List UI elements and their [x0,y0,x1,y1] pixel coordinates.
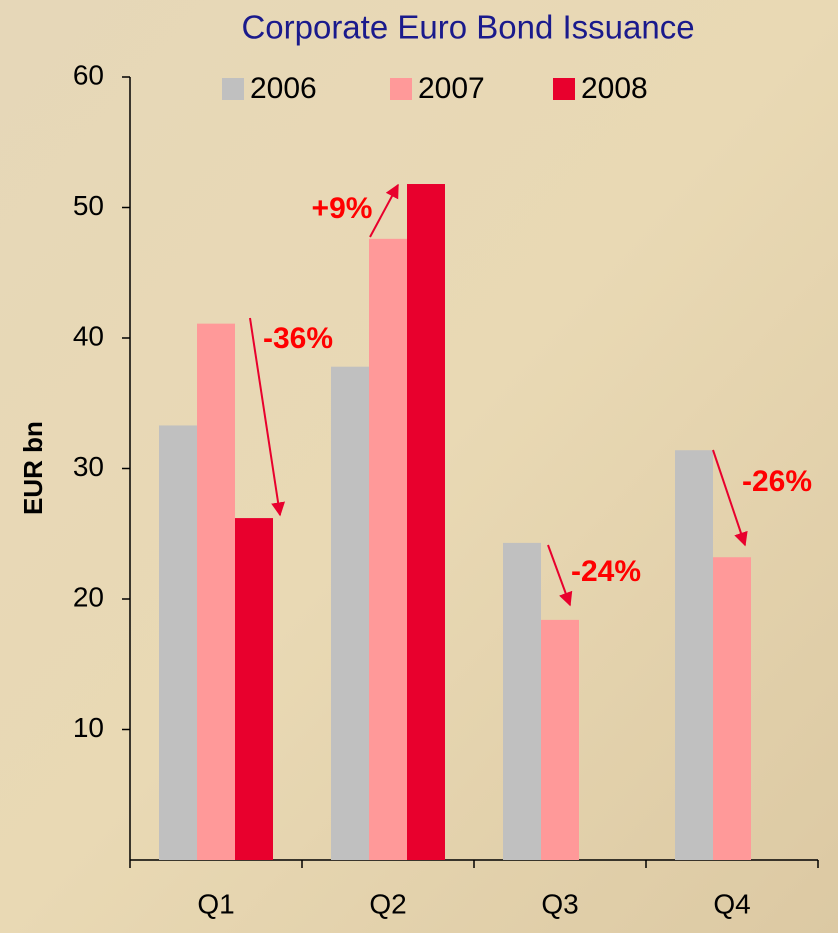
bar [713,557,751,860]
y-axis-label: EUR bn [18,421,48,515]
legend-label: 2008 [581,72,648,105]
bar [159,425,197,860]
y-tick-label: 50 [73,190,104,221]
y-tick-label: 20 [73,581,104,612]
legend-label: 2006 [250,72,317,105]
annotation-arrow [712,449,748,547]
bar [369,238,407,860]
annotation-arrow [249,317,286,517]
bar [503,542,541,860]
bar [407,184,445,860]
annotation: -36% [263,322,333,355]
y-tick-label: 60 [73,59,104,90]
annotation: -26% [742,465,812,498]
legend-swatch [222,78,244,100]
chart-title: Corporate Euro Bond Issuance [241,9,694,46]
legend-swatch [390,78,412,100]
bar [331,366,369,860]
bar [675,450,713,860]
y-tick-label: 40 [73,320,104,351]
bar [235,518,273,860]
annotation: -24% [571,555,641,588]
annotation: +9% [312,192,373,225]
legend-swatch [553,78,575,100]
annotation-arrow [369,183,399,238]
x-tick-label: Q2 [369,888,406,919]
bar [197,323,235,860]
y-tick-label: 30 [73,451,104,482]
x-tick-label: Q1 [197,888,234,919]
x-tick-label: Q3 [541,888,578,919]
bar [541,619,579,860]
x-tick-label: Q4 [713,888,750,919]
y-tick-label: 10 [73,712,104,743]
annotation-arrow [547,544,573,607]
legend-label: 2007 [418,72,485,105]
